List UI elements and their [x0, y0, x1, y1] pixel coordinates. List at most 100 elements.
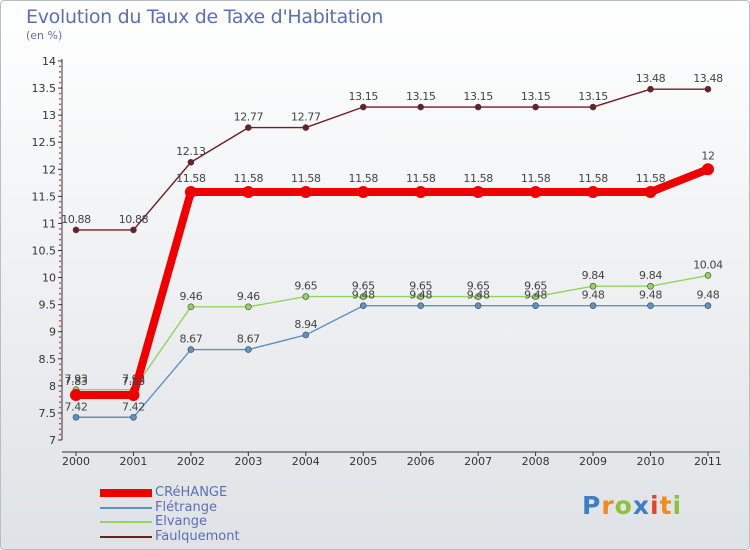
logo-letter: o [614, 491, 633, 520]
legend-item: Faulquemont [100, 529, 320, 544]
data-label: 13.48 [636, 72, 666, 85]
y-tick-label: 10 [42, 272, 56, 285]
data-label: 11.58 [234, 172, 264, 185]
legend-swatch [100, 489, 152, 497]
data-point [72, 413, 80, 421]
data-label: 13.48 [693, 72, 723, 85]
y-tick-label: 11.5 [32, 190, 57, 203]
data-label: 9.48 [409, 289, 432, 302]
data-label: 11.58 [349, 172, 379, 185]
data-point [474, 103, 482, 111]
data-label: 7.42 [122, 400, 145, 413]
y-minor-tick [59, 422, 61, 425]
y-minor-tick [59, 157, 61, 160]
data-label: 11.58 [521, 172, 551, 185]
legend-label: Faulquemont [155, 528, 240, 544]
data-point [359, 103, 367, 111]
y-minor-tick [59, 211, 61, 214]
data-label: 8.67 [179, 333, 202, 346]
y-minor-tick [59, 260, 61, 263]
y-minor-tick [59, 433, 61, 436]
legend-item: Elvange [100, 514, 320, 529]
data-point [302, 293, 310, 300]
data-point [701, 163, 714, 176]
y-tick-label: 9.5 [39, 299, 57, 312]
logo-letter: x [632, 491, 650, 520]
y-minor-tick [59, 227, 61, 230]
data-point [532, 302, 539, 310]
y-minor-tick [59, 309, 61, 311]
chart-title: Evolution du Taux de Taxe d'Habitation [26, 6, 384, 28]
data-point [359, 302, 367, 310]
logo-letter: i [650, 491, 660, 520]
data-point [245, 124, 252, 131]
data-label: 10.04 [693, 258, 723, 271]
data-point [704, 272, 712, 279]
y-minor-tick [59, 70, 61, 73]
data-label: 13.15 [349, 90, 379, 103]
y-minor-tick [59, 368, 61, 371]
data-point [302, 331, 310, 339]
data-point [299, 186, 312, 199]
data-label: 9.48 [352, 289, 375, 302]
y-minor-tick [59, 287, 61, 290]
data-label: 12.13 [176, 145, 206, 158]
y-minor-tick [59, 341, 61, 344]
y-minor-tick [59, 206, 61, 209]
data-label: 11.58 [578, 172, 608, 185]
data-point [474, 302, 482, 310]
data-point [302, 124, 310, 131]
data-point [245, 346, 252, 353]
y-minor-tick [59, 103, 61, 106]
y-tick-label: 9 [49, 326, 56, 339]
y-minor-tick [59, 200, 61, 203]
data-point [130, 226, 137, 234]
y-minor-tick [59, 282, 61, 284]
legend-item: Flétrange [100, 500, 320, 515]
data-label: 10.88 [61, 213, 91, 226]
y-minor-tick [59, 217, 61, 219]
legend-label: Flétrange [155, 499, 217, 515]
y-minor-tick [59, 81, 61, 84]
data-label: 9.65 [409, 280, 432, 293]
data-point [187, 303, 195, 311]
data-point [417, 293, 425, 300]
data-label: 11.58 [636, 172, 666, 185]
x-tick-label: 2000 [62, 455, 90, 468]
data-label: 7.83 [122, 375, 145, 388]
x-tick-label: 2004 [292, 455, 320, 468]
y-minor-tick [59, 265, 61, 268]
legend-swatch [100, 521, 152, 523]
y-minor-tick [59, 325, 61, 328]
y-minor-tick [59, 233, 61, 236]
series-line-elvange [76, 274, 709, 391]
y-minor-tick [59, 130, 61, 133]
y-minor-tick [59, 238, 61, 241]
data-point [532, 103, 539, 111]
y-minor-tick [59, 184, 61, 187]
data-point [589, 302, 597, 310]
y-minor-tick [59, 314, 61, 317]
data-label: 11.58 [176, 172, 206, 185]
proxiti-logo: Proxiti [582, 491, 682, 520]
data-label: 9.48 [639, 289, 662, 302]
y-tick-label: 8 [49, 380, 56, 393]
data-point [589, 282, 597, 290]
y-tick-label: 8.5 [39, 353, 57, 366]
data-point [417, 103, 425, 111]
data-point [704, 302, 712, 310]
y-minor-tick [59, 125, 61, 127]
x-tick-label: 2011 [694, 455, 722, 468]
data-point [245, 303, 252, 311]
data-point [647, 282, 654, 290]
x-tick-label: 2005 [349, 455, 377, 468]
y-minor-tick [59, 190, 61, 192]
data-point [357, 186, 370, 199]
data-label: 7.42 [65, 400, 88, 413]
series-line-faulquemont [76, 88, 708, 231]
y-minor-tick [59, 363, 61, 366]
y-minor-tick [59, 395, 61, 398]
series-line-flétrange [76, 305, 708, 418]
data-label: 8.94 [294, 318, 317, 331]
data-point [532, 293, 539, 300]
